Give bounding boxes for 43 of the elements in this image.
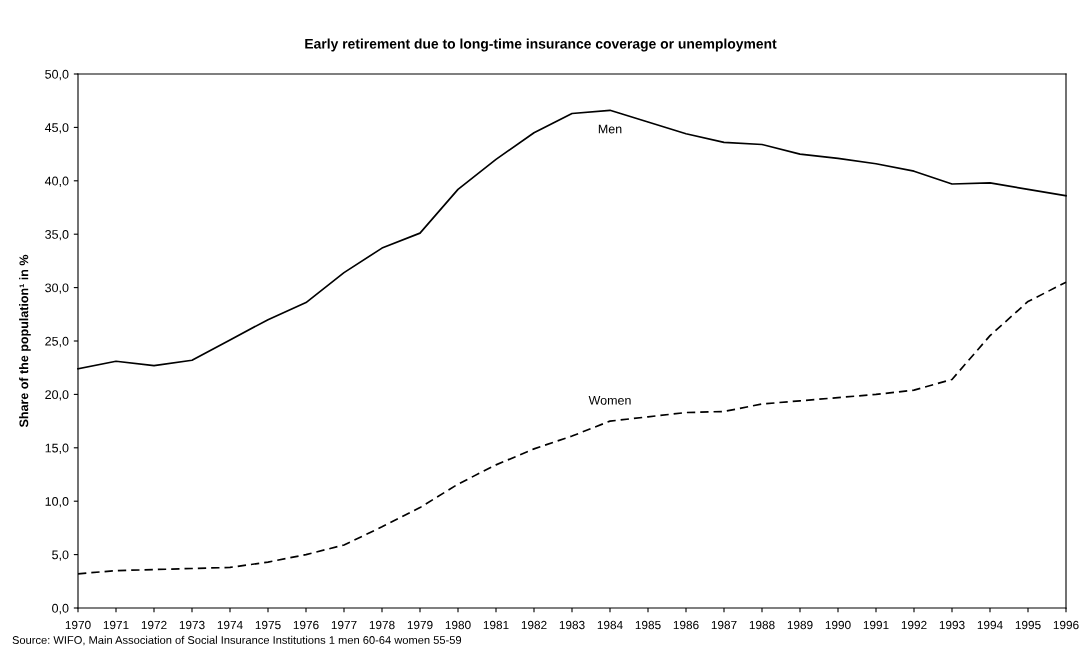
x-tick-label: 1982 <box>521 620 547 630</box>
x-tick-label: 1978 <box>369 620 395 630</box>
y-tick-label: 45,0 <box>44 123 69 134</box>
x-tick-label: 1975 <box>255 620 281 630</box>
chart-title: Early retirement due to long-time insurance coverage or unemployment <box>305 38 777 52</box>
x-tick-label: 1993 <box>939 620 965 630</box>
y-tick-label: 5,0 <box>52 550 69 561</box>
series-label: Women <box>588 396 631 405</box>
y-tick-label: 50,0 <box>45 69 69 81</box>
x-tick-label: 1992 <box>901 620 927 630</box>
x-tick-label: 1988 <box>749 620 775 630</box>
y-tick-label: 20,0 <box>45 390 69 401</box>
x-tick-label: 1970 <box>65 620 91 630</box>
x-tick-label: 1977 <box>331 620 357 630</box>
x-tick-label: 1980 <box>445 620 471 630</box>
x-tick-label: 1973 <box>179 620 205 630</box>
y-tick-label: 25,0 <box>45 336 69 348</box>
y-tick-label: 0,0 <box>52 603 69 615</box>
x-tick-label: 1990 <box>825 620 851 630</box>
y-axis-title: Share of the population¹ in % <box>19 254 31 428</box>
x-tick-label: 1979 <box>407 620 433 630</box>
x-tick-label: 1985 <box>635 620 661 630</box>
x-tick-label: 1981 <box>483 620 509 630</box>
x-tick-label: 1994 <box>977 620 1003 630</box>
x-tick-label: 1991 <box>863 620 889 630</box>
x-tick-label: 1972 <box>141 620 167 630</box>
x-tick-label: 1987 <box>711 620 737 630</box>
source-note: Source: WIFO, Main Association of Social Insurance Institutions 1 men 60-64 women 55-59 <box>12 635 462 646</box>
series-label: Men <box>598 124 622 134</box>
y-tick-label: 40,0 <box>44 176 69 187</box>
x-tick-label: 1995 <box>1015 620 1041 630</box>
x-tick-label: 1971 <box>103 620 129 630</box>
x-tick-label: 1984 <box>597 620 623 630</box>
x-tick-label: 1986 <box>673 620 699 630</box>
x-tick-label: 1996 <box>1053 620 1079 630</box>
y-tick-label: 30,0 <box>45 283 69 294</box>
x-tick-label: 1976 <box>293 620 319 630</box>
y-tick-label: 10,0 <box>45 497 69 508</box>
y-tick-label: 35,0 <box>45 230 69 241</box>
x-tick-label: 1983 <box>559 620 585 630</box>
x-tick-label: 1974 <box>217 620 243 630</box>
x-tick-label: 1989 <box>787 620 813 630</box>
y-tick-label: 15,0 <box>45 443 69 454</box>
